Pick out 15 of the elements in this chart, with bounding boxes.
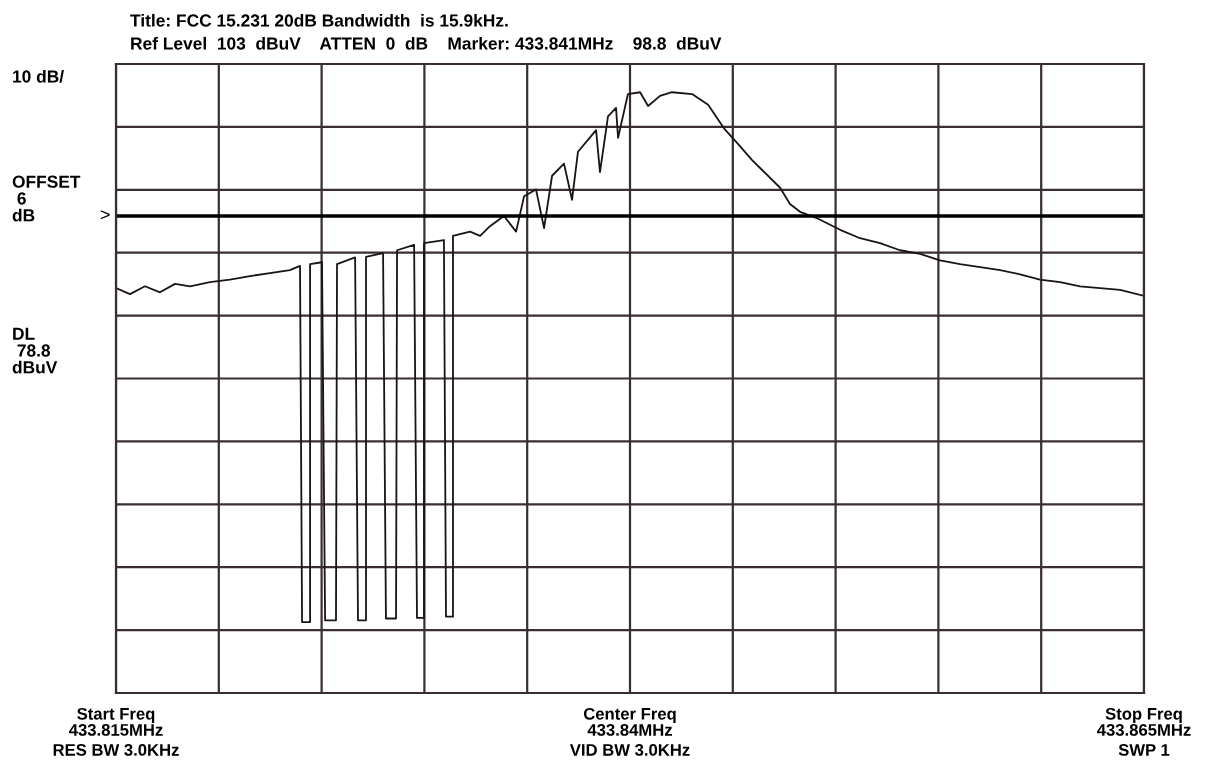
chart-title: Title: FCC 15.231 20dB Bandwidth is 15.9kHz. xyxy=(130,13,508,27)
text: 10 dB/ xyxy=(13,69,64,83)
x-tick-label: 433.865MHz xyxy=(1097,724,1191,736)
text: Center Freq xyxy=(583,707,676,723)
text: Stop Freq xyxy=(1105,707,1182,723)
text: RES BW 3.0KHz xyxy=(53,744,179,756)
text: VID BW 3.0KHz xyxy=(569,744,690,756)
text: OFFSET 6 dB xyxy=(12,175,81,222)
x-tick-label: 433.84MHz xyxy=(587,724,673,736)
chart-subtitle: Ref Level 103 dBuV ATTEN 0 dB Marker: 433.841MHz 98.8 dBuV xyxy=(131,36,722,50)
text: Start Freq xyxy=(77,707,155,723)
x-tick-label: 433.815MHz xyxy=(69,724,163,736)
text: SWP 1 xyxy=(1118,744,1170,756)
text: DL 78.8 dBuV xyxy=(12,327,58,374)
ref-line-label: > xyxy=(100,210,110,220)
